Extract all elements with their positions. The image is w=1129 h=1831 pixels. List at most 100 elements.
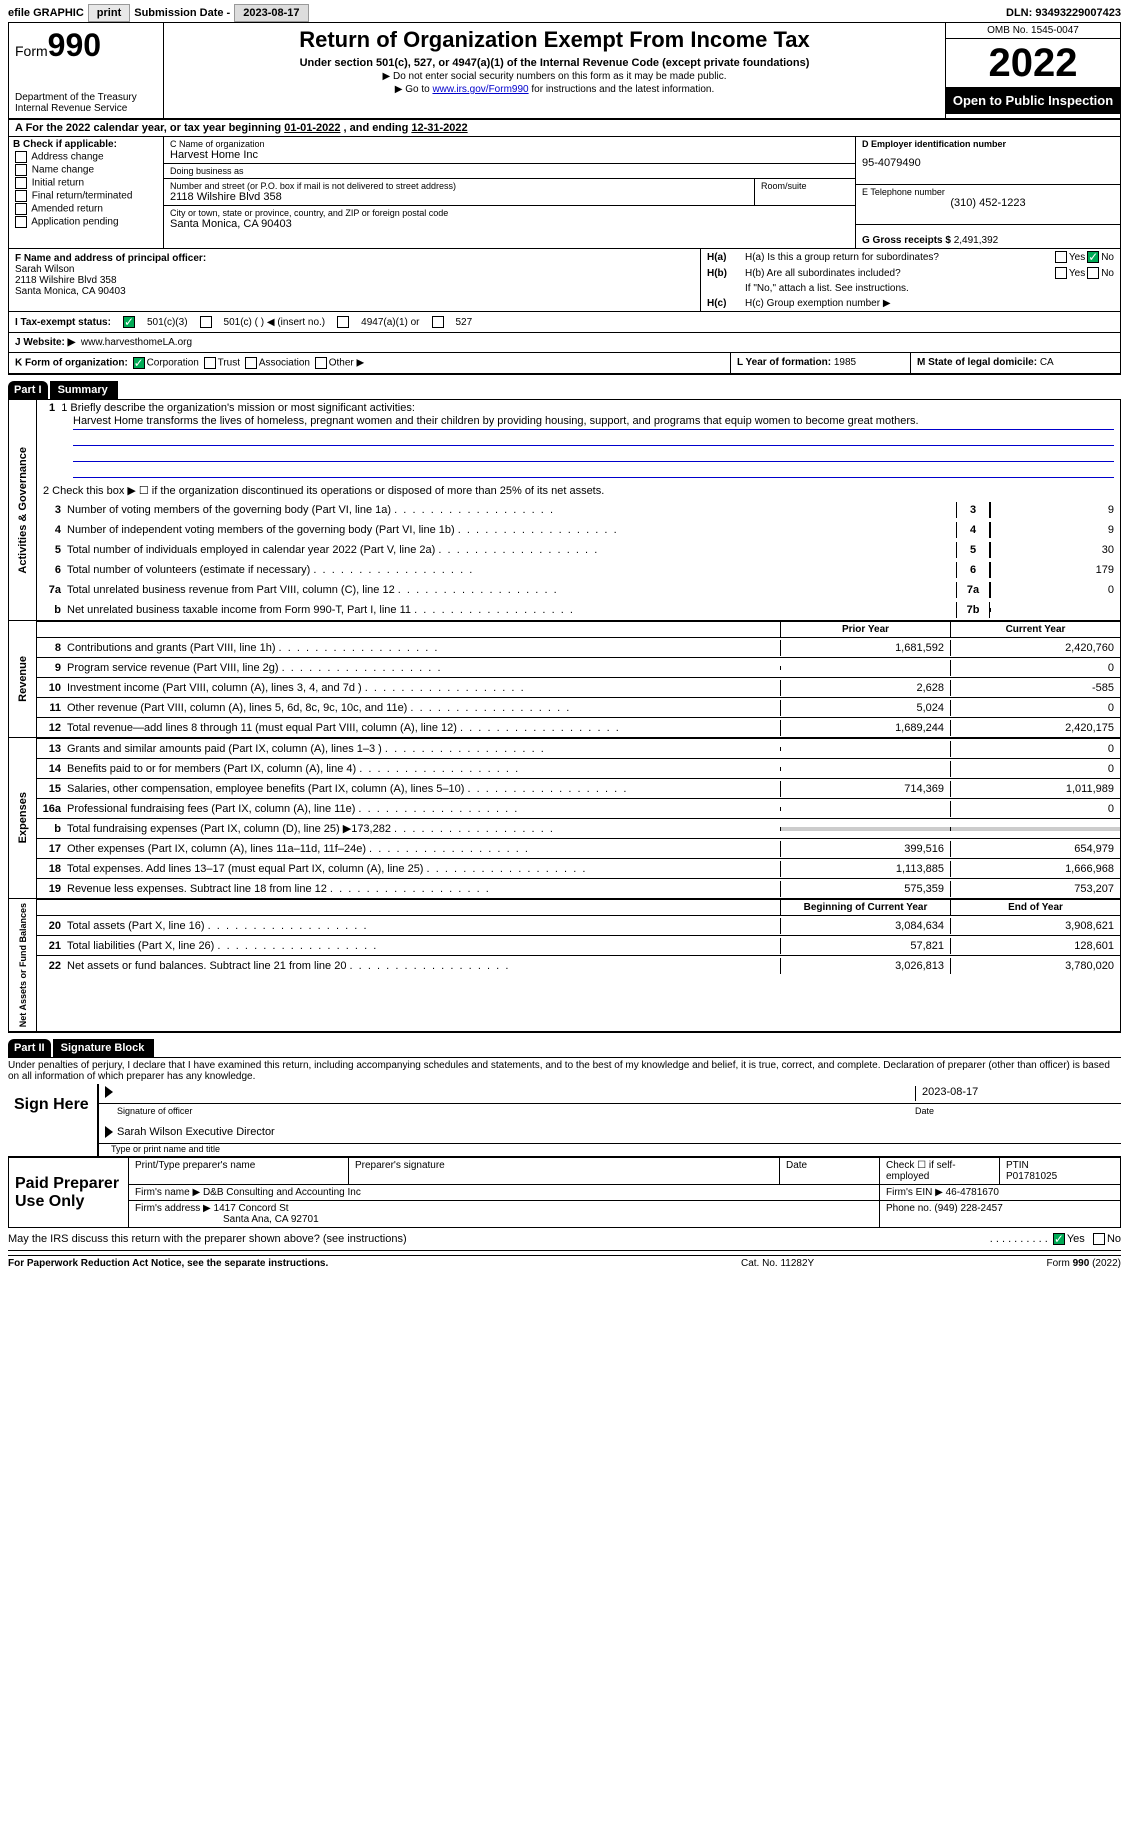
state-domicile: CA (1040, 357, 1054, 368)
signature-date: 2023-08-17 (915, 1086, 1115, 1101)
hb-note: If "No," attach a list. See instructions… (701, 281, 1120, 296)
check-application-pending[interactable] (15, 216, 27, 228)
officer-name: Sarah Wilson (15, 264, 74, 275)
form-of-org-row: K Form of organization: Corporation Trus… (8, 353, 1121, 374)
ssn-note: ▶ Do not enter social security numbers o… (172, 71, 937, 82)
table-row: bTotal fundraising expenses (Part IX, co… (37, 818, 1120, 838)
ha-yes[interactable] (1055, 251, 1067, 263)
check-address-change[interactable] (15, 151, 27, 163)
check-4947[interactable] (337, 316, 349, 328)
treasury-dept: Department of the Treasury Internal Reve… (15, 92, 157, 114)
check-527[interactable] (432, 316, 444, 328)
calendar-year-row: A For the 2022 calendar year, or tax yea… (8, 120, 1121, 137)
submission-date-label: Submission Date - (134, 7, 230, 19)
form-title: Return of Organization Exempt From Incom… (172, 27, 937, 53)
top-toolbar: efile GRAPHIC print Submission Date - 20… (8, 4, 1121, 22)
firm-name: D&B Consulting and Accounting Inc (203, 1187, 361, 1198)
city-label: City or town, state or province, country… (170, 208, 849, 218)
check-final-return[interactable] (15, 190, 27, 202)
room-suite-label: Room/suite (755, 179, 855, 205)
table-row: 13Grants and similar amounts paid (Part … (37, 738, 1120, 758)
table-row: 7aTotal unrelated business revenue from … (37, 580, 1120, 600)
org-name: Harvest Home Inc (170, 149, 849, 161)
table-row: 20Total assets (Part X, line 16) . . . .… (37, 915, 1120, 935)
ptin-value: P01781025 (1006, 1171, 1057, 1182)
efile-label: efile GRAPHIC (8, 7, 84, 19)
table-row: 15Salaries, other compensation, employee… (37, 778, 1120, 798)
table-row: 10Investment income (Part VIII, column (… (37, 677, 1120, 697)
table-row: 9Program service revenue (Part VIII, lin… (37, 657, 1120, 677)
firm-addr2: Santa Ana, CA 92701 (223, 1214, 319, 1225)
check-501c3[interactable] (123, 316, 135, 328)
sign-here-block: Sign Here 2023-08-17 Signature of office… (8, 1084, 1121, 1157)
section-expenses-label: Expenses (15, 788, 31, 847)
arrow-icon (105, 1086, 113, 1098)
table-row: 22Net assets or fund balances. Subtract … (37, 955, 1120, 975)
website-row: J Website: ▶ www.harvesthomeLA.org (8, 333, 1121, 353)
check-assoc[interactable] (245, 357, 257, 369)
summary-table: Activities & Governance 1 1 Briefly desc… (8, 399, 1121, 1032)
officer-name-title: Sarah Wilson Executive Director (117, 1126, 275, 1141)
irs-link-note: ▶ Go to www.irs.gov/Form990 for instruct… (172, 84, 937, 95)
perjury-declaration: Under penalties of perjury, I declare th… (8, 1057, 1121, 1084)
print-button[interactable]: print (88, 4, 130, 22)
part1-header: Part I (8, 381, 48, 399)
gross-receipts-value: 2,491,392 (954, 235, 999, 246)
irs-link[interactable]: www.irs.gov/Form990 (432, 84, 528, 95)
public-inspection: Open to Public Inspection (946, 87, 1120, 114)
check-name-change[interactable] (15, 164, 27, 176)
check-501c[interactable] (200, 316, 212, 328)
website-value: www.harvesthomeLA.org (81, 337, 192, 348)
hb-yes[interactable] (1055, 267, 1067, 279)
table-row: 11Other revenue (Part VIII, column (A), … (37, 697, 1120, 717)
year-formation: 1985 (834, 357, 856, 368)
form-number: Form990 (15, 27, 157, 64)
firm-phone: (949) 228-2457 (934, 1203, 1002, 1214)
city-value: Santa Monica, CA 90403 (170, 218, 849, 230)
check-trust[interactable] (204, 357, 216, 369)
table-row: 18Total expenses. Add lines 13–17 (must … (37, 858, 1120, 878)
telephone-label: E Telephone number (862, 187, 1114, 197)
check-other[interactable] (315, 357, 327, 369)
check-corp[interactable] (133, 357, 145, 369)
form-subtitle: Under section 501(c), 527, or 4947(a)(1)… (172, 57, 937, 69)
table-row: 12Total revenue—add lines 8 through 11 (… (37, 717, 1120, 737)
current-year-header: Current Year (950, 622, 1120, 637)
table-row: 5Total number of individuals employed in… (37, 540, 1120, 560)
section-netassets-label: Net Assets or Fund Balances (16, 899, 30, 1031)
dln: DLN: 93493229007423 (1006, 7, 1121, 19)
table-row: 17Other expenses (Part IX, column (A), l… (37, 838, 1120, 858)
may-discuss-question: May the IRS discuss this return with the… (8, 1231, 990, 1247)
check-amended-return[interactable] (15, 203, 27, 215)
end-year-header: End of Year (950, 900, 1120, 915)
may-no[interactable] (1093, 1233, 1105, 1245)
street-value: 2118 Wilshire Blvd 358 (170, 191, 748, 203)
firm-addr1: 1417 Concord St (214, 1203, 289, 1214)
ha-no[interactable] (1087, 251, 1099, 263)
officer-addr1: 2118 Wilshire Blvd 358 (15, 275, 117, 286)
officer-label: F Name and address of principal officer: (15, 253, 206, 264)
org-name-label: C Name of organization (170, 139, 849, 149)
hb-no[interactable] (1087, 267, 1099, 279)
part2-title: Signature Block (53, 1039, 155, 1057)
tax-exempt-row: I Tax-exempt status: 501(c)(3) 501(c) ( … (8, 312, 1121, 333)
officer-group-block: F Name and address of principal officer:… (8, 249, 1121, 312)
ein-value: 95-4079490 (862, 157, 1114, 169)
table-row: 19Revenue less expenses. Subtract line 1… (37, 878, 1120, 898)
begin-year-header: Beginning of Current Year (780, 900, 950, 915)
section-b-checkboxes: B Check if applicable: Address change Na… (9, 137, 164, 248)
table-row: 3Number of voting members of the governi… (37, 500, 1120, 520)
table-row: 8Contributions and grants (Part VIII, li… (37, 637, 1120, 657)
check-initial-return[interactable] (15, 177, 27, 189)
table-row: 6Total number of volunteers (estimate if… (37, 560, 1120, 580)
ein-label: D Employer identification number (862, 139, 1114, 149)
may-yes[interactable] (1053, 1233, 1065, 1245)
prior-year-header: Prior Year (780, 622, 950, 637)
entity-block: B Check if applicable: Address change Na… (8, 137, 1121, 249)
part2-header: Part II (8, 1039, 51, 1057)
arrow-icon (105, 1126, 113, 1138)
mission-text: Harvest Home transforms the lives of hom… (73, 414, 1114, 430)
officer-addr2: Santa Monica, CA 90403 (15, 286, 126, 297)
part1-title: Summary (50, 381, 118, 399)
line2-text: 2 Check this box ▶ ☐ if the organization… (43, 484, 604, 497)
